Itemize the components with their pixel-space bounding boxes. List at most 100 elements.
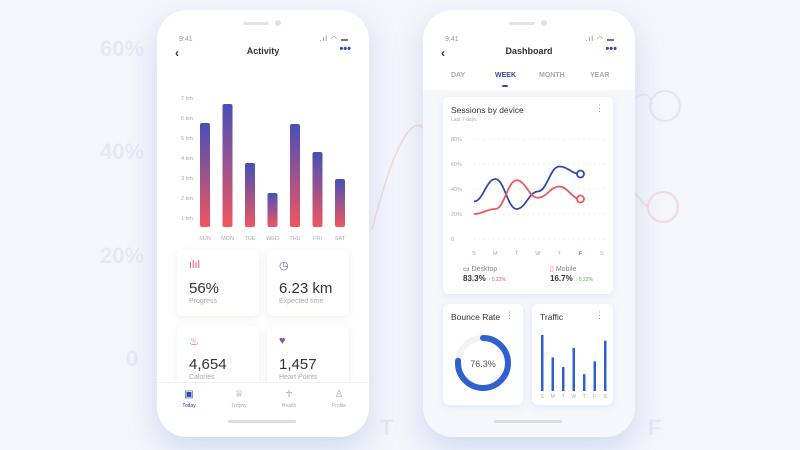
alarm-clock-icon: ◷	[279, 260, 289, 272]
page-title: Dashboard	[505, 46, 553, 56]
stat-value: 1,457	[279, 356, 317, 373]
tab-week[interactable]: WEEK	[495, 72, 516, 87]
y-tick-label: 40%	[451, 187, 462, 193]
more-icon[interactable]: •••	[339, 43, 351, 55]
bg-label: 0	[126, 346, 139, 371]
y-tick-label: 7 km	[181, 96, 193, 102]
card-title: Traffic	[540, 312, 564, 322]
x-tick-label: WED	[266, 236, 279, 240]
nav-icon: ♕	[234, 389, 244, 400]
bounce-value: 76.3%	[470, 359, 496, 369]
nav-icon: ▣	[184, 389, 194, 400]
y-tick-label: 4 km	[181, 156, 193, 162]
signal-wifi-battery-icon: .ıl ◠ ▬	[585, 36, 615, 43]
sessions-chart: 0 20% 40% 60% 80% S M T W T F S	[451, 137, 605, 256]
nav-item-profile[interactable]: ♙ Profile	[319, 389, 359, 409]
y-tick-label: 80%	[451, 137, 462, 143]
legend-change: ↑ 0.22%	[487, 277, 506, 283]
stat-label: Calories	[189, 374, 215, 381]
more-icon[interactable]: •••	[605, 43, 617, 55]
y-tick-label: 1 km	[181, 216, 193, 222]
back-icon[interactable]: ‹	[441, 46, 445, 60]
stat-card[interactable]: ılıl 56% Progress	[177, 250, 259, 316]
stat-label: Progress	[189, 298, 218, 305]
x-tick-label: S	[604, 394, 608, 400]
sessions-card: Sessions by device Last 7 days ⋮ 0 20% 40%…	[443, 97, 613, 294]
traffic-bar	[541, 335, 544, 391]
x-tick-label: SAT	[335, 236, 346, 240]
status-time: 9:41	[179, 36, 193, 43]
nav-label: Health	[281, 403, 297, 409]
card-title: Sessions by device	[451, 105, 524, 115]
nav-label: Profile	[331, 403, 347, 409]
nav-item-health[interactable]: ☥ Health	[269, 389, 309, 409]
series-endpoint	[576, 194, 585, 204]
x-tick-label: F	[579, 251, 583, 256]
camera	[541, 20, 547, 26]
x-tick-label: THU	[289, 236, 300, 240]
bar	[222, 104, 233, 227]
tab-year[interactable]: YEAR	[590, 72, 610, 79]
more-vertical-icon[interactable]: ⋮	[595, 103, 604, 113]
bar	[200, 123, 210, 227]
legend-label: Desktop	[471, 266, 498, 273]
stat-value: 4,654	[189, 356, 227, 373]
bg-letter: F	[648, 415, 662, 440]
tab-month[interactable]: MONTH	[539, 72, 565, 79]
stat-card[interactable]: ◷ 6.23 km Expected time	[267, 250, 349, 316]
bg-circle	[649, 90, 681, 122]
stat-label: Expected time	[279, 298, 324, 305]
x-tick-label: W	[571, 394, 576, 400]
legend-value: 83.3%	[463, 274, 486, 283]
stat-card[interactable]: ♥ 1,457 Heart Points	[267, 326, 349, 392]
x-tick-label: S	[472, 251, 476, 256]
home-indicator	[494, 420, 562, 423]
bg-label: 20%	[100, 243, 145, 268]
y-tick-label: 2 km	[181, 196, 193, 202]
y-tick-label: 60%	[451, 162, 462, 168]
x-tick-label: T	[515, 251, 519, 256]
bg-label: 40%	[100, 139, 145, 164]
donut-arc	[455, 335, 511, 391]
heart-icon: ♥	[279, 335, 286, 347]
y-tick-label: 0	[451, 237, 454, 243]
series-endpoint	[576, 169, 585, 179]
camera	[275, 20, 281, 26]
more-vertical-icon[interactable]: ⋮	[595, 310, 604, 320]
x-tick-label: S	[541, 394, 545, 400]
nav-item-today[interactable]: ▣ Today	[169, 389, 209, 409]
y-tick-label: 20%	[451, 212, 462, 218]
back-icon[interactable]: ‹	[175, 46, 179, 60]
bg-label: 60%	[100, 36, 145, 61]
header: ‹ Dashboard •••	[423, 43, 635, 62]
bar	[267, 193, 278, 227]
stat-card[interactable]: ♨ 4,654 Calories	[177, 326, 259, 392]
y-tick-label: 5 km	[181, 136, 193, 142]
bounce-donut	[455, 335, 511, 391]
x-tick-label: FRI	[313, 236, 322, 240]
header: ‹ Activity •••	[157, 43, 369, 62]
speaker	[243, 22, 269, 25]
legend-value: 16.7%	[550, 274, 573, 283]
activity-chart: 1 km 2 km 3 km 4 km 5 km 6 km 7 km SUN MON TUE WED…	[181, 96, 346, 240]
x-tick-label: TUE	[245, 236, 256, 240]
bottom-nav: ▣ Today ♕ Trophy ☥ Health ♙ Profile	[157, 382, 369, 418]
x-tick-label: T	[558, 251, 562, 256]
legend-label: Mobile	[555, 266, 577, 273]
traffic-bar	[593, 361, 596, 391]
bar	[335, 179, 345, 227]
status-bar: 9:41 .ıl ◠ ▬	[423, 35, 635, 47]
bar	[312, 152, 323, 227]
x-tick-label: S	[600, 251, 604, 256]
page-title: Activity	[246, 46, 280, 56]
tab-day[interactable]: DAY	[451, 72, 466, 79]
stat-value: 56%	[189, 280, 220, 297]
period-tabs: DAY WEEK MONTH YEAR	[423, 72, 635, 88]
more-vertical-icon[interactable]: ⋮	[505, 310, 514, 320]
series-line	[473, 165, 581, 210]
nav-item-trophy[interactable]: ♕ Trophy	[219, 389, 259, 409]
series-line	[473, 179, 581, 215]
